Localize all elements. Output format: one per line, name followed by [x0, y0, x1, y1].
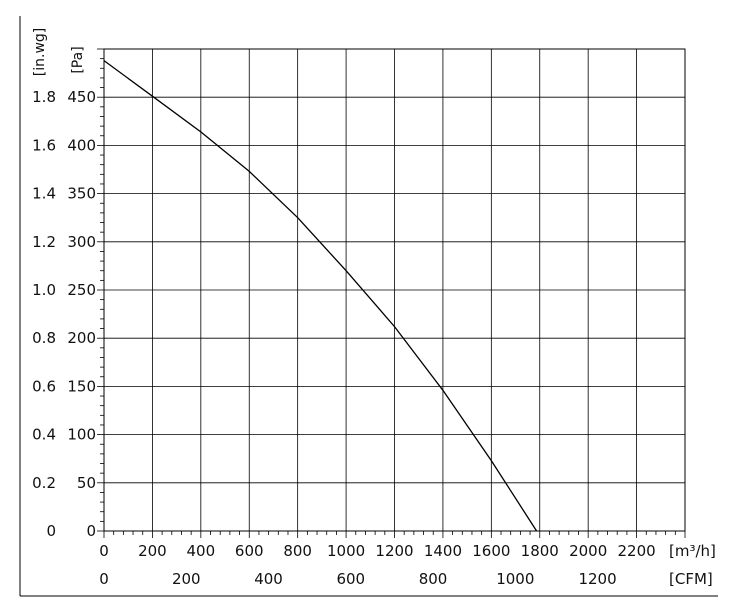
x-tick-label-m3h: 1400: [424, 542, 462, 560]
x-tick-label-m3h: 400: [187, 542, 216, 560]
y-tick-label-inwg: 0.6: [32, 377, 56, 395]
y-tick-label-inwg: 1.8: [32, 88, 56, 106]
curve-layer: [103, 60, 538, 532]
y-tick-label-pa: 350: [67, 185, 96, 203]
x-tick-label-cfm: 800: [419, 570, 448, 588]
series-line-pressure-curve: [103, 60, 538, 532]
y-tick-label-inwg: 1.0: [32, 281, 56, 299]
y-tick-label-pa: 450: [67, 88, 96, 106]
tick-marks: [97, 48, 686, 538]
y-tick-label-inwg: 1.4: [32, 185, 56, 203]
y-tick-label-inwg: 0: [46, 522, 56, 540]
x-axis-label-cfm: [CFM]: [669, 570, 713, 588]
x-tick-label-cfm: 1000: [496, 570, 534, 588]
x-tick-label-m3h: 1800: [521, 542, 559, 560]
y-axis-label-inwg: [in.wg]: [32, 28, 48, 76]
x-tick-label-m3h: 1000: [327, 542, 365, 560]
y-tick-label-pa: 100: [67, 426, 96, 444]
y-tick-label-inwg: 0.4: [32, 426, 56, 444]
y-tick-label-inwg: 1.2: [32, 233, 56, 251]
x-tick-label-cfm: 200: [172, 570, 201, 588]
x-tick-label-cfm: 1200: [578, 570, 616, 588]
y-tick-label-inwg: 0.2: [32, 474, 56, 492]
x-tick-label-m3h: 2200: [617, 542, 655, 560]
y-tick-label-pa: 150: [67, 377, 96, 395]
y-tick-label-pa: 200: [67, 329, 96, 347]
y-tick-label-pa: 50: [77, 474, 96, 492]
y-axis-label-pa: [Pa]: [70, 46, 86, 73]
x-tick-label-m3h: 200: [138, 542, 167, 560]
chart-frame: [19, 16, 718, 597]
axis-labels: [Pa] [in.wg] [m³/h] [CFM] 0 50 100 150 200 25…: [32, 28, 716, 588]
x-tick-label-m3h: 600: [235, 542, 264, 560]
grid: [104, 49, 685, 531]
x-tick-label-m3h: 800: [283, 542, 312, 560]
x-tick-label-m3h: 1200: [375, 542, 413, 560]
y-tick-label-inwg: 1.6: [32, 136, 56, 154]
x-tick-label-cfm: 400: [254, 570, 283, 588]
y-tick-label-pa: 0: [86, 522, 96, 540]
x-tick-label-m3h: 2000: [569, 542, 607, 560]
x-axis-label-m3h: [m³/h]: [669, 542, 716, 560]
y-tick-label-inwg: 0.8: [32, 329, 56, 347]
x-tick-label-cfm: 0: [99, 570, 109, 588]
y-tick-label-pa: 250: [67, 281, 96, 299]
x-tick-label-m3h: 0: [99, 542, 109, 560]
x-tick-label-cfm: 600: [336, 570, 365, 588]
y-tick-label-pa: 400: [67, 136, 96, 154]
x-tick-label-m3h: 1600: [472, 542, 510, 560]
y-tick-label-pa: 300: [67, 233, 96, 251]
